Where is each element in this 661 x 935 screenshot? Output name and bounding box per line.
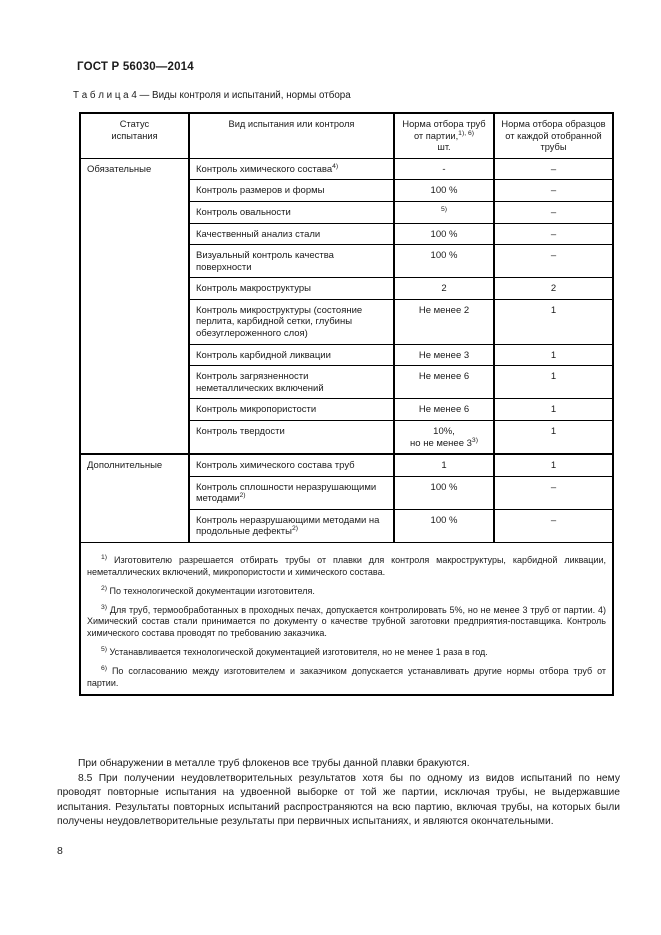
samples-cell: 1 [493,343,614,367]
status-cell-mandatory: Обязательные [79,157,190,455]
norm-cell: 100 % [393,244,495,279]
paragraph: 8.5 При получении неудовлетворительных р… [57,772,620,828]
table-row: Контроль твердости 10%, но не менее 33) … [80,419,614,455]
status-cell-additional: Дополнительные [79,453,190,543]
table-row: Контроль микропористости Не менее 6 1 [80,398,614,421]
samples-cell: 2 [493,277,614,300]
footnote-marker: 2) [101,584,108,592]
kind-cell: Контроль размеров и формы [188,179,395,202]
norm-cell: Не менее 3 [393,343,495,367]
norm-cell: 100 % [393,508,495,543]
footnote: 2) По технологической документации изгот… [101,584,315,596]
kind-cell: Контроль загрязненности неметаллических … [188,365,395,400]
col-header-status: Статус испытания [79,112,190,159]
table-row: Качественный анализ стали 100 % – [80,222,614,246]
norm-cell: 2 [393,277,495,300]
samples-cell: – [493,157,614,181]
samples-cell: 1 [493,298,614,345]
kind-cell: Контроль химического состава труб [188,453,395,477]
col-header-norm: Норма отбора труб от партии,1), 6) шт. [393,112,495,159]
table-row: Визуальный контроль качества поверхности… [80,244,614,279]
kind-cell: Контроль сплошности неразрушающими метод… [188,475,395,510]
samples-cell: – [493,179,614,202]
samples-cell: 1 [493,398,614,421]
norm-cell: 1 [393,453,495,477]
col-header-samples: Норма отбора образцов от каждой отобранн… [493,112,614,159]
norm-cell: 100 % [393,179,495,202]
body-text: При обнаружении в металле труб флокенов … [57,757,620,830]
page-number: 8 [57,845,63,857]
table-row: Контроль загрязненности неметаллических … [80,365,614,400]
footnote: 5) Устанавливается технологической докум… [101,646,488,658]
footnote: 6) По согласованию между изготовителем и… [87,665,606,688]
norm-cell: - [393,157,495,181]
samples-cell: – [493,222,614,246]
samples-cell: – [493,244,614,279]
footnote-ref: 5) [440,205,448,213]
kind-cell: Визуальный контроль качества поверхности [188,244,395,279]
footnote-ref: 2) [291,525,299,533]
kind-cell: Качественный анализ стали [188,222,395,246]
footnote-ref: 4) [332,162,339,170]
doc-code: ГОСТ Р 56030—2014 [77,61,194,73]
kind-cell: Контроль карбидной ликвации [188,343,395,367]
norm-cell: 100 % [393,475,495,510]
table-row: Контроль микроструктуры (состояние перли… [80,298,614,345]
kind-cell: Контроль твердости [188,419,395,455]
table-row: Контроль карбидной ликвации Не менее 3 1 [80,343,614,367]
norm-cell: 5) [393,200,495,224]
table-header-row: Статус испытания Вид испытания или контр… [79,112,614,159]
kind-cell: Контроль микроструктуры (состояние перли… [188,298,395,345]
footnotes-row: 1) Изготовителю разрешается отбирать тру… [79,541,614,696]
table-row: Обязательные Контроль химического состав… [79,157,614,455]
table-caption: Т а б л и ц а 4 — Виды контроля и испыта… [73,90,351,101]
kind-cell: Контроль химического состава4) [188,157,395,181]
test-norms-table: Статус испытания Вид испытания или контр… [79,112,614,696]
norm-cell: 10%, но не менее 33) [393,419,495,455]
footnote-marker: 3) [101,603,108,611]
table-row: Контроль сплошности неразрушающими метод… [80,475,614,510]
samples-cell: 1 [493,365,614,400]
col-header-status-line1: Статус [119,119,150,129]
table-row: Контроль макроструктуры 2 2 [80,277,614,300]
footnote: 3) Для труб, термообработанных в проходн… [87,603,606,639]
footnote-marker: 5) [101,646,108,654]
samples-cell: 1 [493,419,614,455]
samples-cell: 1 [493,453,614,477]
kind-cell: Контроль неразрушающими методами на прод… [188,508,395,543]
table-row: Контроль размеров и формы 100 % – [80,179,614,202]
samples-cell: – [493,508,614,543]
samples-cell: – [493,200,614,224]
kind-cell: Контроль овальности [188,200,395,224]
footnote-ref: 3) [471,436,478,444]
footnote-ref: 2) [239,492,246,500]
table-row: Контроль неразрушающими методами на прод… [80,508,614,543]
footnotes-cell: 1) Изготовителю разрешается отбирать тру… [79,541,614,696]
footnote-marker: 1) [101,553,108,561]
norm-cell: Не менее 6 [393,365,495,400]
col-header-kind: Вид испытания или контроля [188,112,395,159]
table-row: Дополнительные Контроль химического сост… [79,453,614,543]
footnote: 1) Изготовителю разрешается отбирать тру… [87,553,606,577]
norm-header-footnote-ref: 1), 6) [458,129,475,137]
samples-cell: – [493,475,614,510]
paragraph: При обнаружении в металле труб флокенов … [78,758,470,769]
norm-cell: 100 % [393,222,495,246]
norm-cell: Не менее 2 [393,298,495,345]
footnote-marker: 6) [101,665,108,673]
norm-cell: Не менее 6 [393,398,495,421]
col-header-status-line2: испытания [111,130,158,141]
kind-cell: Контроль макроструктуры [188,277,395,300]
kind-cell: Контроль микропористости [188,398,395,421]
